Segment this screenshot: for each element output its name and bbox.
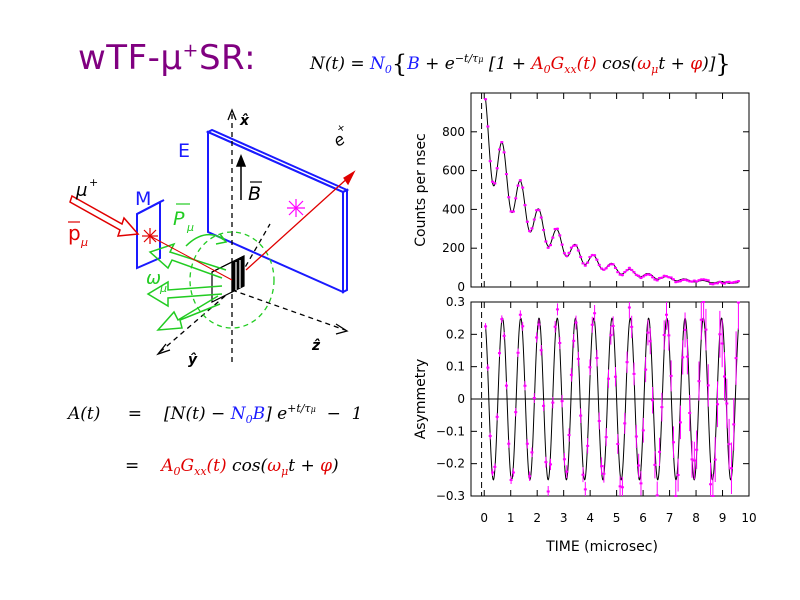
y-axis-label: Counts per nsec xyxy=(413,133,429,247)
label-omega: ω xyxy=(146,268,161,289)
label-M: M xyxy=(135,188,151,210)
label-B: B xyxy=(248,183,261,205)
label-p: p xyxy=(68,221,81,245)
muon-burst xyxy=(142,228,158,244)
y-tick-label: 0 xyxy=(457,280,465,294)
label-p-sub: μ xyxy=(80,236,88,249)
x-tick-label: 2 xyxy=(533,511,541,525)
B-field-arrow xyxy=(235,153,247,200)
data-points xyxy=(484,98,740,286)
y-tick-label: 600 xyxy=(442,164,465,178)
sample-block xyxy=(211,255,245,303)
x-axis-label: TIME (microsec) xyxy=(545,539,658,555)
y-tick-label: 400 xyxy=(442,202,465,216)
y-tick-label: 0.1 xyxy=(446,360,465,374)
x-tick-label: 9 xyxy=(719,511,727,525)
y-tick-label: 800 xyxy=(442,125,465,139)
label-z: ẑ xyxy=(311,338,321,354)
label-P-sub: μ xyxy=(186,221,194,234)
x-tick-label: 1 xyxy=(507,511,515,525)
fit-curve xyxy=(485,99,739,284)
y-tick-label: −0.3 xyxy=(436,489,465,503)
y-tick-label: 0.3 xyxy=(446,295,465,309)
label-mu: μ xyxy=(75,180,87,201)
label-x: x̂ xyxy=(239,113,250,129)
label-mu-sup: + xyxy=(89,176,98,189)
slide-title: wTF-μ+SR: xyxy=(78,38,257,78)
equation-line-1: A(t) = [N(t) − N0B] e+t/τμ − 1 xyxy=(68,402,363,426)
label-E: E xyxy=(178,140,190,162)
y-tick-label: 200 xyxy=(442,241,465,255)
muon-beam-arrow xyxy=(69,194,233,281)
y-tick-label: −0.1 xyxy=(436,424,465,438)
detector-E xyxy=(205,128,350,294)
positron-burst xyxy=(287,199,305,217)
equation-top: N(t) = N0{B + e−t/τμ [1 + A0Gxx(t) cos(ω… xyxy=(310,50,731,78)
x-tick-label: 7 xyxy=(666,511,674,525)
data-points xyxy=(484,301,740,497)
positron-arrow xyxy=(245,170,356,271)
label-P: P xyxy=(173,208,185,230)
x-tick-label: 0 xyxy=(480,511,488,525)
detector-M xyxy=(136,199,165,270)
x-tick-label: 8 xyxy=(692,511,700,525)
x-tick-label: 4 xyxy=(586,511,594,525)
x-tick-label: 6 xyxy=(639,511,647,525)
asymmetry-chart: −0.3 −0.2 −0.1 0 0.1 0.2 0.3 0 1 2 3 4 5 6 7 8 9 10 Asymme… xyxy=(413,295,757,555)
y-tick-label: −0.2 xyxy=(436,457,465,471)
y-tick-label: 0 xyxy=(457,392,465,406)
counts-chart: 0 200 400 600 800 Counts per nsec xyxy=(413,92,750,294)
equation-line-2: = A0Gxx(t) cos(ωμt + φ) xyxy=(125,456,339,478)
plot-frame xyxy=(470,92,750,288)
precession-ellipse xyxy=(189,231,275,329)
polarization-arrows xyxy=(146,233,228,331)
label-y: ŷ xyxy=(188,352,198,368)
label-omega-sub: μ xyxy=(159,282,167,295)
y-tick-label: 0.2 xyxy=(446,327,465,341)
x-tick-label: 5 xyxy=(613,511,621,525)
y-axis-label: Asymmetry xyxy=(413,359,429,440)
x-tick-label: 10 xyxy=(741,511,756,525)
x-tick-label: 3 xyxy=(560,511,568,525)
